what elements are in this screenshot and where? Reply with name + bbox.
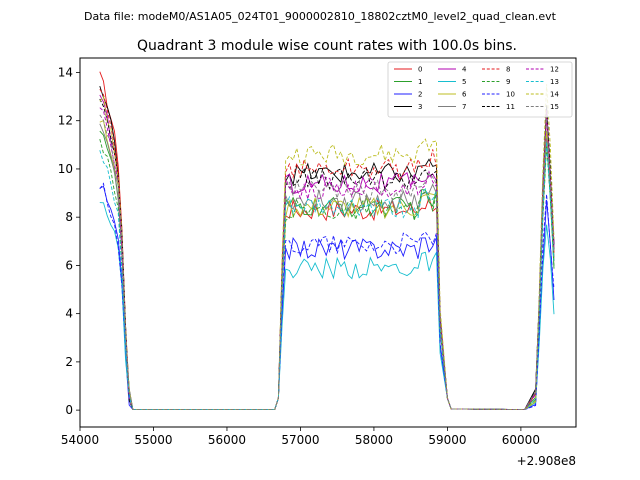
suptitle: Data file: modeM0/AS1A05_024T01_90000028… xyxy=(84,10,557,23)
legend-label-9: 9 xyxy=(506,78,510,86)
x-tick-label: 59000 xyxy=(428,433,466,447)
x-tick-label: 58000 xyxy=(355,433,393,447)
y-tick-label: 2 xyxy=(65,355,73,369)
legend-label-13: 13 xyxy=(550,78,559,86)
x-offset-label: +2.908e8 xyxy=(517,454,576,468)
legend-label-1: 1 xyxy=(418,78,422,86)
legend-label-7: 7 xyxy=(462,103,466,111)
series-line-3 xyxy=(99,85,555,411)
x-tick-label: 60000 xyxy=(502,433,540,447)
legend-label-5: 5 xyxy=(462,78,466,86)
x-tick-label: 57000 xyxy=(281,433,319,447)
series-line-2 xyxy=(99,185,555,411)
legend-label-8: 8 xyxy=(506,66,510,74)
y-tick-label: 4 xyxy=(65,307,73,321)
series-line-11 xyxy=(99,98,555,411)
series-line-8 xyxy=(99,89,555,411)
series-line-9 xyxy=(99,138,555,411)
series-line-12 xyxy=(99,107,555,411)
series-line-5 xyxy=(99,202,555,411)
y-axis: 0 2 4 6 8 10 12 14 xyxy=(58,65,80,417)
plot-area: 54000 55000 56000 57000 58000 59000 60000 0 2 4 6… xyxy=(58,57,577,447)
x-tick-label: 55000 xyxy=(134,433,172,447)
legend-label-15: 15 xyxy=(550,103,559,111)
x-tick-label: 54000 xyxy=(61,433,99,447)
y-tick-label: 8 xyxy=(65,210,73,224)
y-tick-label: 0 xyxy=(65,403,73,417)
series-line-15 xyxy=(99,114,555,411)
legend-label-0: 0 xyxy=(418,66,422,74)
legend-frame xyxy=(387,61,573,118)
series-line-14 xyxy=(99,84,555,411)
axes-frame xyxy=(79,57,577,428)
legend-label-3: 3 xyxy=(418,103,422,111)
y-tick-label: 6 xyxy=(65,258,73,272)
legend-label-12: 12 xyxy=(550,66,559,74)
y-tick-label: 14 xyxy=(58,65,73,79)
series-line-1 xyxy=(99,130,555,411)
legend-label-11: 11 xyxy=(506,103,515,111)
legend-label-2: 2 xyxy=(418,91,422,99)
legend-label-14: 14 xyxy=(550,91,559,99)
chart-title: Quadrant 3 module wise count rates with … xyxy=(137,38,517,54)
y-tick-label: 12 xyxy=(58,114,73,128)
series-line-6 xyxy=(99,119,555,411)
legend-label-4: 4 xyxy=(462,66,467,74)
legend-label-6: 6 xyxy=(462,91,467,99)
x-axis: 54000 55000 56000 57000 58000 59000 60000 xyxy=(61,427,540,447)
y-tick-label: 10 xyxy=(58,162,73,176)
x-tick-label: 56000 xyxy=(208,433,246,447)
legend-label-10: 10 xyxy=(506,91,515,99)
